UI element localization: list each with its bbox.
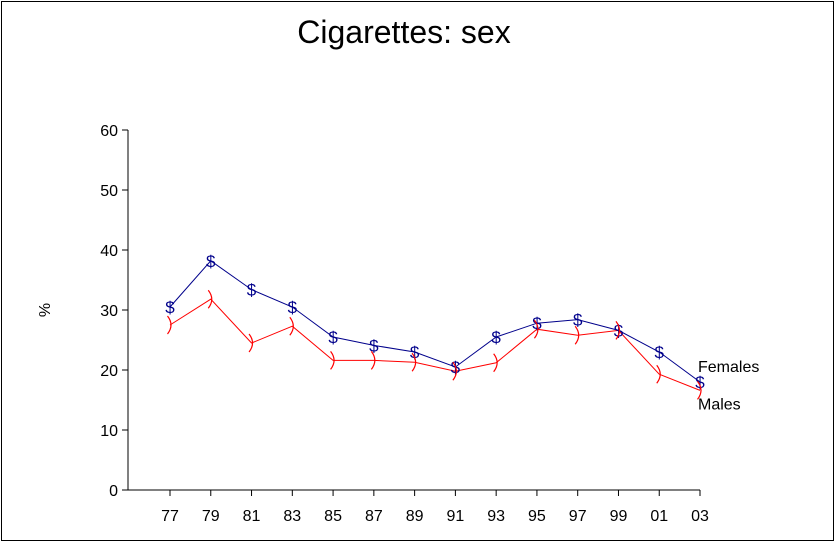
series-label-females: Females [698, 359, 759, 376]
point-males [207, 289, 213, 309]
y-tick-label: 50 [100, 183, 118, 200]
x-tick-label: 99 [610, 508, 628, 525]
point-males [493, 353, 498, 373]
chart-canvas: 0 10 20 30 40 50 60 77 79 81 83 85 87 89 91 93 95 97 99 01 0… [37, 123, 759, 525]
y-tick-label: 20 [100, 363, 118, 380]
point-females: $ [573, 311, 583, 330]
x-tick-label: 89 [406, 508, 424, 525]
point-males [574, 325, 580, 345]
y-tick-label: 60 [100, 123, 118, 140]
point-males [411, 352, 417, 372]
x-tick-label: 91 [446, 508, 464, 525]
x-tick-label: 81 [243, 508, 261, 525]
x-tick-label: 93 [487, 508, 505, 525]
point-females: $ [695, 373, 705, 392]
x-tick-label: 03 [691, 508, 709, 525]
point-males [533, 319, 539, 339]
point-females: $ [410, 343, 420, 362]
point-females: $ [369, 336, 379, 355]
x-tick-label: 95 [528, 508, 546, 525]
point-females: $ [165, 298, 175, 317]
x-tick-label: 97 [569, 508, 587, 525]
x-tick-label: 01 [650, 508, 668, 525]
point-males [656, 364, 661, 384]
y-axis-label: % [37, 303, 54, 317]
point-males [615, 321, 621, 340]
y-tick-label: 30 [100, 303, 118, 320]
point-males [452, 361, 457, 381]
y-tick-label: 40 [100, 243, 118, 260]
chart-title: Cigarettes: sex [297, 14, 511, 50]
point-males [370, 351, 376, 370]
point-males [330, 351, 335, 370]
point-females: $ [491, 328, 501, 347]
x-tick-label: 85 [324, 508, 342, 525]
x-tick-label: 79 [202, 508, 220, 525]
x-tick-label: 77 [161, 508, 179, 525]
point-males [248, 333, 254, 353]
series-label-males: Males [698, 396, 741, 413]
x-tick-label: 87 [365, 508, 383, 525]
point-females: $ [655, 343, 665, 362]
point-females: $ [288, 298, 298, 317]
series-line-males [169, 298, 701, 391]
point-males [697, 381, 702, 400]
point-females: $ [247, 281, 257, 300]
point-males [167, 315, 172, 335]
y-tick-label: 0 [109, 483, 118, 500]
series-line-females [169, 260, 701, 383]
y-tick-label: 10 [100, 423, 118, 440]
point-females: $ [614, 321, 624, 340]
point-females: $ [206, 252, 216, 271]
point-males [289, 316, 294, 336]
point-females: $ [328, 328, 338, 347]
x-tick-label: 83 [283, 508, 301, 525]
